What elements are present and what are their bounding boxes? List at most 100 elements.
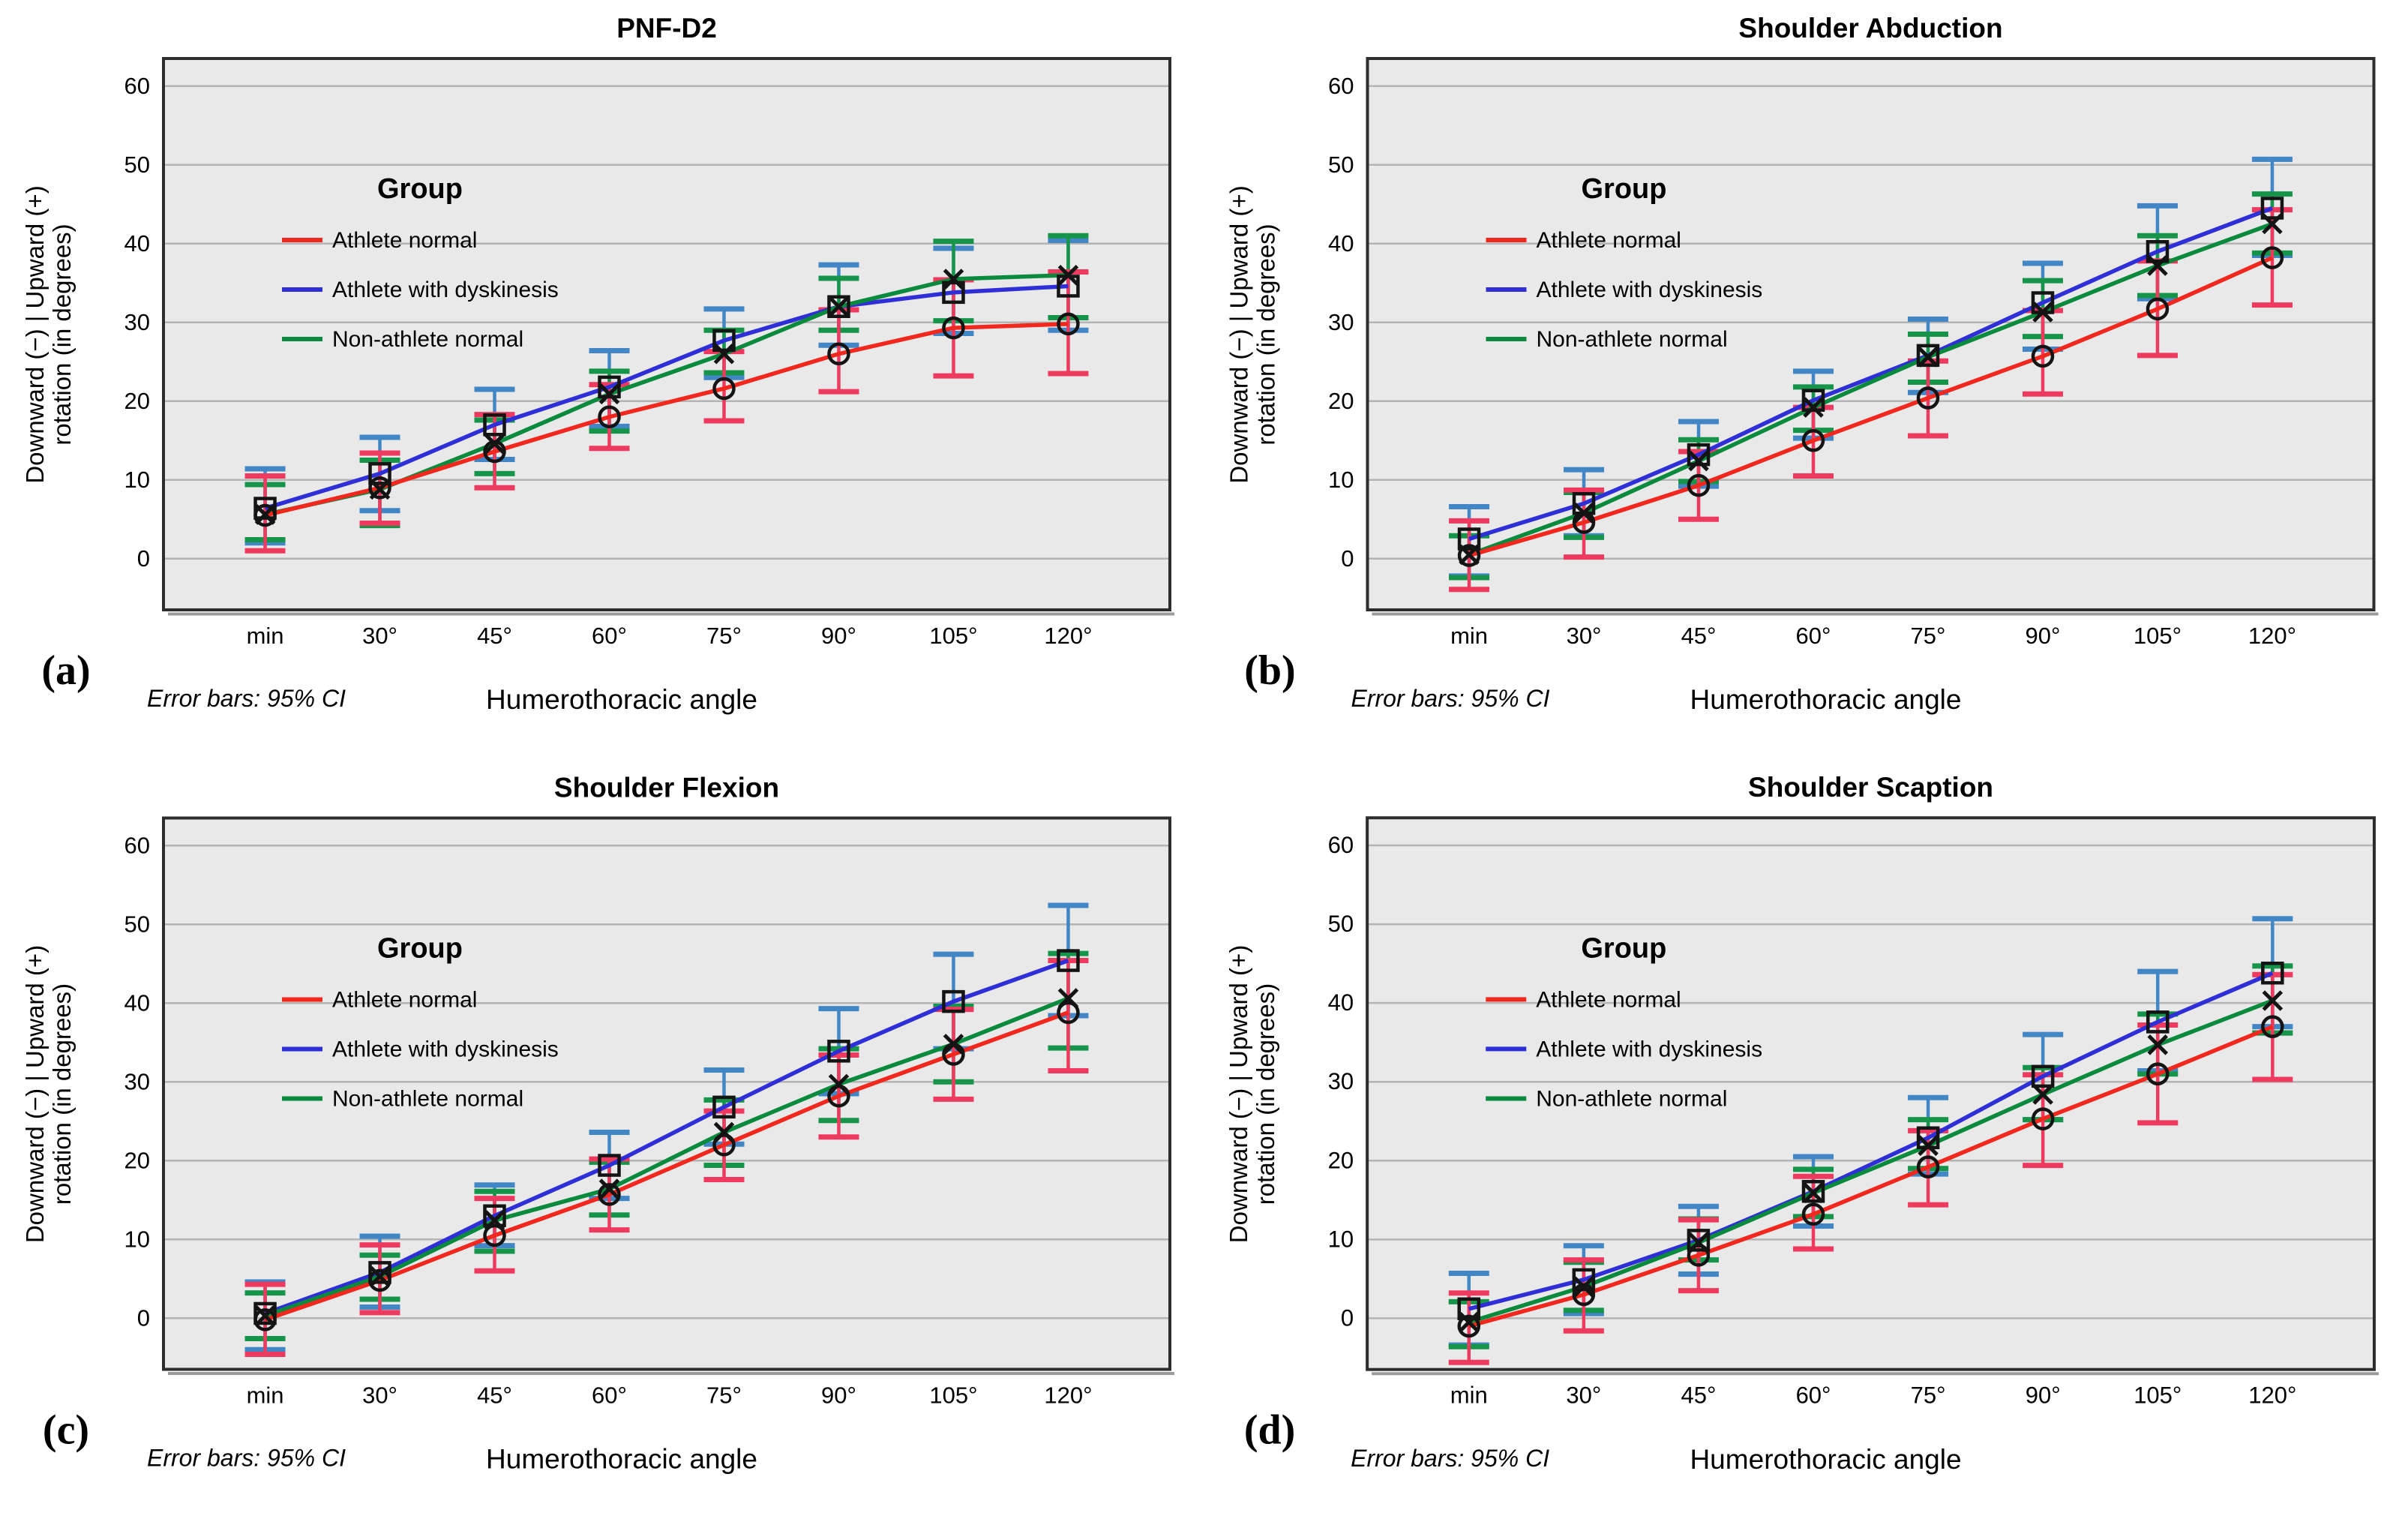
series-line-red [1468,256,2274,558]
y-tick-label: 60 [124,73,150,99]
x-tick-label: min [247,1382,284,1409]
legend-label: Non-athlete normal [1536,1086,1727,1111]
error-bar [1448,1290,1489,1365]
y-tick-label: 10 [1328,467,1354,493]
square-marker [483,1204,506,1227]
panel-d: 0 10 20 30 40 50 60 min 30° 45° 60° 75° 90° 105° 120° G… [1204,759,2408,1519]
y-tick-label: 30 [124,1068,150,1094]
plot-area [163,59,1170,610]
plot-frame [1366,816,2376,1371]
y-tick-label: 60 [1328,73,1354,99]
series-line-green [1468,221,2273,557]
square-marker [2261,961,2284,985]
series-line-blue [1468,206,2273,542]
x-tick-label: 45° [1681,1382,1716,1409]
y-tick-label: 40 [124,230,150,257]
error-bars-note: Error bars: 95% CI [1351,685,1550,712]
legend-label: Non-athlete normal [332,327,523,352]
square-marker [483,413,506,437]
x-tick-label: 30° [362,1382,397,1409]
y-tick-label: 30 [1328,1068,1354,1094]
x-tick-label: 45° [477,623,512,649]
square-marker [712,1095,736,1119]
markers [253,949,1080,1331]
square-marker [2260,197,2284,220]
x-tick-label: 90° [2026,1382,2061,1409]
panel-letter: (b) [1244,647,1295,694]
legend-label: Athlete with dyskinesis [332,278,559,302]
legend-label: Athlete normal [1537,228,1681,253]
panel-title: Shoulder Scaption [1748,771,1993,803]
x-tick-labels: min 30° 45° 60° 75° 90° 105° 120° [247,1382,1093,1409]
x-tick-label: 45° [1681,623,1717,649]
panel-a: 0 10 20 30 40 50 60 min 30° 45° 60° 75° 90° 105° 120° G… [0,0,1204,759]
circle-marker [598,405,621,428]
x-marker [1057,988,1079,1009]
circle-marker [1057,312,1080,336]
x-axis-label: Humerothoracic angle [1690,684,1962,715]
x-marker [254,1305,276,1326]
x-marker [1573,1276,1594,1298]
series-line-green [264,996,1069,1318]
x-tick-labels: min 30° 45° 60° 75° 90° 105° 120° [1450,1382,2297,1409]
y-tick-label: 30 [1328,309,1354,335]
x-tick-label: 60° [1796,623,1831,649]
y-tick-label: 20 [1328,1147,1354,1173]
x-marker [1573,503,1594,524]
square-marker [942,989,965,1013]
circle-marker [827,342,850,365]
circle-marker [2260,246,2284,269]
x-tick-label: 120° [1044,1382,1092,1409]
x-marker [2262,213,2283,235]
legend-title: Group [377,173,463,205]
gridlines [1367,85,2374,560]
x-marker [484,433,505,455]
y-tick-label: 40 [124,989,150,1016]
panel-letter: (c) [43,1407,89,1454]
gridlines [1367,844,2374,1319]
square-marker [368,1261,391,1284]
legend: Group Athlete normal Athlete with dyskines… [282,933,559,1112]
x-marker [828,1073,850,1095]
panel-letter: (a) [41,647,90,694]
square-marker [1057,949,1080,972]
x-marker [254,504,276,525]
legend-title: Group [377,933,463,965]
x-marker [2262,990,2284,1011]
x-marker [1803,397,1824,418]
x-marker [2032,302,2053,323]
panel-b: 0 10 20 30 40 50 60 min 30° 45° 60° 75° 90° 105° 120° G… [1204,0,2408,759]
square-marker [253,497,277,520]
y-tick-label: 50 [1328,152,1354,178]
square-marker [1687,443,1711,467]
x-tick-label: 90° [821,623,856,649]
legend-label: Athlete with dyskinesis [332,1037,559,1062]
x-tick-label: 90° [821,1382,856,1409]
y-tick-labels: 0 10 20 30 40 50 60 [124,832,150,1331]
x-marker [598,383,620,405]
y-tick-label: 60 [1328,832,1354,858]
y-tick-label: 20 [124,1147,150,1173]
x-tick-label: 75° [1911,623,1946,649]
x-marker [713,1121,735,1143]
x-tick-labels: min 30° 45° 60° 75° 90° 105° 120° [247,623,1093,649]
y-tick-label: 40 [1328,230,1354,257]
markers [253,264,1080,527]
x-tick-label: 105° [2134,1382,2182,1409]
square-marker [827,295,850,318]
series-line-blue [1468,971,2274,1311]
x-tick-label: 75° [706,1382,742,1409]
square-marker [1801,389,1825,412]
square-marker [1457,527,1481,551]
x-tick-label: 30° [1567,623,1602,649]
x-tick-label: 120° [2248,623,2296,649]
circle-marker [2031,344,2055,368]
y-axis-label: Downward (−) | Upward (+)rotation (in de… [21,185,76,483]
legend: Group Athlete normal Athlete with dyskines… [1486,173,1762,352]
square-marker [2146,1010,2170,1034]
x-marker [828,296,850,317]
x-tick-label: 60° [1796,1382,1831,1409]
circle-marker [2146,1062,2170,1085]
markers [1457,197,2284,567]
legend: Group Athlete normal Athlete with dyskines… [1486,932,1762,1111]
